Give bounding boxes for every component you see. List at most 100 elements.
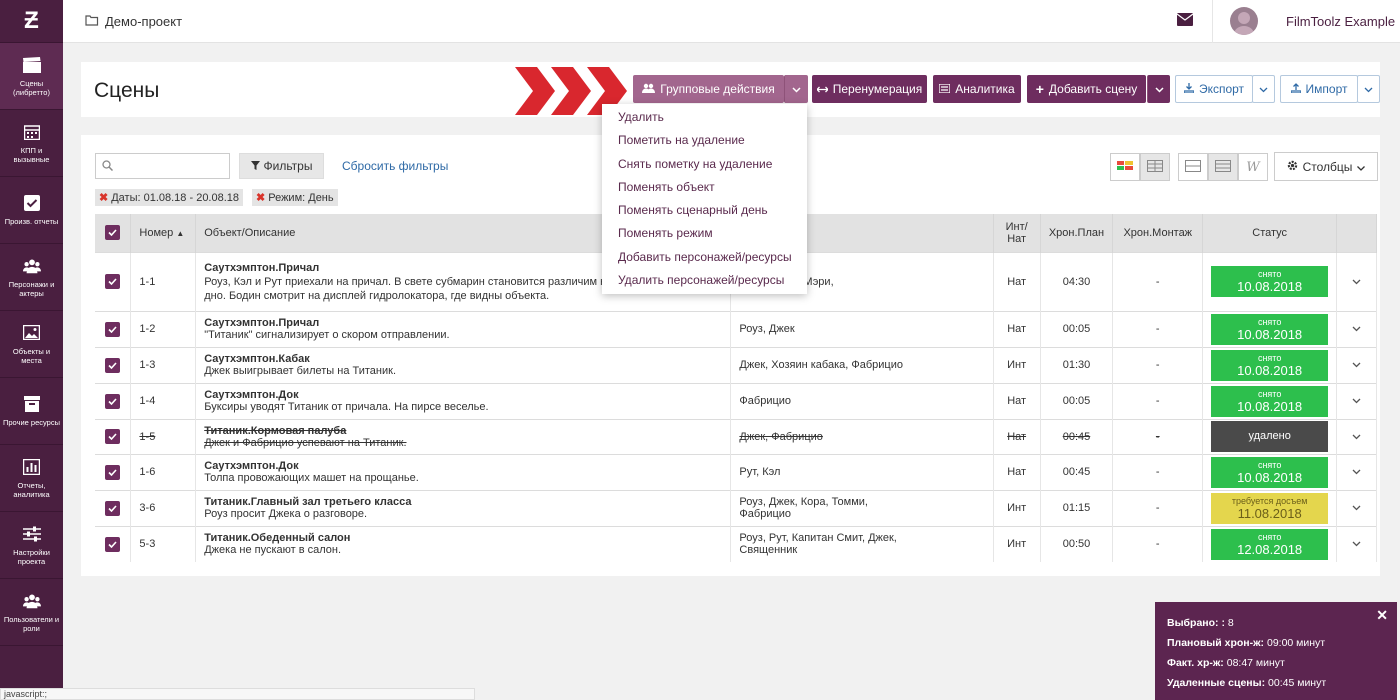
row-checkbox-cell[interactable] <box>95 489 132 526</box>
menu-item[interactable]: Удалить персонажей/ресурсы <box>618 273 785 288</box>
reset-filters-link[interactable]: Сбросить фильтры <box>342 159 449 173</box>
row-checkbox[interactable] <box>105 500 121 516</box>
scene-description[interactable]: Титаник.Главный зал третьего класса Роуз … <box>195 489 732 526</box>
list-view-button[interactable] <box>1208 153 1238 181</box>
group-actions-toggle[interactable] <box>784 75 808 103</box>
word-export-button[interactable]: W <box>1238 153 1268 181</box>
menu-item[interactable]: Поменять режим <box>618 226 713 241</box>
status-badge[interactable]: удалено <box>1211 421 1329 452</box>
search-input[interactable] <box>95 153 230 179</box>
filter-chip-mode[interactable]: ✖ Режим: День <box>252 189 338 206</box>
menu-item[interactable]: Поменять объект <box>618 179 715 194</box>
chevron-down-icon[interactable] <box>1352 502 1361 514</box>
header-int-nat[interactable]: Инт/Нат <box>993 214 1041 252</box>
filters-button[interactable]: Фильтры <box>239 153 324 179</box>
sidebar-item-4[interactable]: Объекты и места <box>0 311 63 378</box>
chevron-down-icon[interactable] <box>1352 323 1361 335</box>
status-badge[interactable]: требуется досъем 11.08.2018 <box>1211 492 1329 524</box>
export-button[interactable]: Экспорт <box>1175 75 1253 103</box>
sidebar-item-1[interactable]: КПП и вызывные <box>0 110 63 177</box>
color-view-button[interactable] <box>1110 153 1140 181</box>
add-scene-button[interactable]: + Добавить сцену <box>1027 75 1146 103</box>
table-row[interactable]: 3-6 Титаник.Главный зал третьего класса Ро… <box>95 489 1377 526</box>
breadcrumb[interactable]: Демо-проект <box>85 14 182 29</box>
menu-item[interactable]: Пометить на удаление <box>618 133 745 148</box>
user-name[interactable]: FilmToolz Example <box>1286 14 1396 29</box>
row-checkbox-cell[interactable] <box>95 382 132 419</box>
header-status[interactable]: Статус <box>1202 214 1338 252</box>
status-badge[interactable]: снято 12.08.2018 <box>1211 528 1329 560</box>
table-row[interactable]: 1-4 Саутхэмптон.Док Буксиры уводят Титаник… <box>95 382 1377 419</box>
menu-item[interactable]: Снять пометку на удаление <box>618 156 773 171</box>
row-checkbox[interactable] <box>105 536 121 552</box>
renumber-button[interactable]: Перенумерация <box>812 75 927 103</box>
row-checkbox[interactable] <box>105 429 121 444</box>
row-expand[interactable] <box>1336 346 1377 383</box>
table-row[interactable]: 1-5 Титаник.Кормовая палуба Джек и Фабрици… <box>95 418 1377 454</box>
status-badge[interactable]: снято 10.08.2018 <box>1211 385 1329 417</box>
header-chron-montage[interactable]: Хрон.Монтаж <box>1112 214 1204 252</box>
chevron-down-icon[interactable] <box>1352 395 1361 407</box>
import-toggle[interactable] <box>1357 75 1380 103</box>
import-button[interactable]: Импорт <box>1280 75 1358 103</box>
menu-item[interactable]: Удалить <box>618 110 664 124</box>
row-expand[interactable] <box>1336 418 1377 454</box>
scene-description[interactable]: Титаник.Обеденный салон Джека не пускают … <box>195 525 732 562</box>
filter-chip-dates[interactable]: ✖ Даты: 01.08.18 - 20.08.18 <box>95 189 244 206</box>
scene-description[interactable]: Титаник.Кормовая палуба Джек и Фабрицио у… <box>195 418 732 454</box>
scene-description[interactable]: Саутхэмптон.Док Толпа провожающих машет н… <box>195 453 732 490</box>
row-checkbox-cell[interactable] <box>95 251 132 311</box>
app-logo[interactable]: Ƶ <box>0 0 63 43</box>
export-toggle[interactable] <box>1252 75 1275 103</box>
chevron-down-icon[interactable] <box>1352 538 1361 550</box>
status-badge[interactable]: снято 10.08.2018 <box>1211 456 1329 488</box>
row-checkbox-cell[interactable] <box>95 346 132 383</box>
table-row[interactable]: 1-6 Саутхэмптон.Док Толпа провожающих маше… <box>95 453 1377 490</box>
row-checkbox[interactable] <box>105 321 121 337</box>
add-scene-toggle[interactable] <box>1147 75 1170 103</box>
row-checkbox[interactable] <box>105 393 121 409</box>
scene-description[interactable]: Саутхэмптон.Причал "Титаник" сигнализируе… <box>195 310 732 347</box>
header-number[interactable]: Номер ▲ <box>130 214 197 252</box>
row-checkbox[interactable] <box>105 464 121 480</box>
status-badge[interactable]: снято 10.08.2018 <box>1211 349 1329 381</box>
remove-icon[interactable]: ✖ <box>256 192 266 204</box>
table-row[interactable]: 1-3 Саутхэмптон.Кабак Джек выигрывает биле… <box>95 346 1377 383</box>
chevron-down-icon[interactable] <box>1352 466 1361 478</box>
row-expand[interactable] <box>1336 453 1377 490</box>
row-checkbox-cell[interactable] <box>95 453 132 490</box>
scene-description[interactable]: Саутхэмптон.Док Буксиры уводят Титаник от… <box>195 382 732 419</box>
row-checkbox-cell[interactable] <box>95 310 132 347</box>
chevron-down-icon[interactable] <box>1352 359 1361 371</box>
chevron-down-icon[interactable] <box>1352 276 1361 288</box>
row-checkbox[interactable] <box>105 274 121 289</box>
close-icon[interactable]: ✕ <box>1376 607 1388 623</box>
row-expand[interactable] <box>1336 310 1377 347</box>
sidebar-item-5[interactable]: Прочие ресурсы <box>0 378 63 445</box>
row-expand[interactable] <box>1336 489 1377 526</box>
row-checkbox-cell[interactable] <box>95 525 132 562</box>
sidebar-item-0[interactable]: Сцены (либретто) <box>0 43 63 110</box>
menu-item[interactable]: Поменять сценарный день <box>618 203 768 218</box>
row-expand[interactable] <box>1336 382 1377 419</box>
analytics-button[interactable]: Аналитика <box>933 75 1021 103</box>
sidebar-item-6[interactable]: Отчеты, аналитика <box>0 445 63 512</box>
sidebar-item-3[interactable]: Персонажи и актеры <box>0 244 63 311</box>
remove-icon[interactable]: ✖ <box>99 192 109 204</box>
table-view-button[interactable] <box>1140 153 1170 181</box>
menu-item[interactable]: Добавить персонажей/ресурсы <box>618 249 792 264</box>
group-actions-button[interactable]: Групповые действия <box>633 75 784 103</box>
row-expand[interactable] <box>1336 251 1377 311</box>
header-chron-plan[interactable]: Хрон.План <box>1040 214 1114 252</box>
select-all-checkbox[interactable] <box>95 214 132 252</box>
row-checkbox-cell[interactable] <box>95 418 132 454</box>
sidebar-item-7[interactable]: Настройки проекта <box>0 512 63 579</box>
mail-icon[interactable] <box>1176 13 1194 29</box>
compact-view-button[interactable] <box>1178 153 1208 181</box>
row-checkbox[interactable] <box>105 357 121 373</box>
status-badge[interactable]: снято 10.08.2018 <box>1211 266 1329 297</box>
scene-description[interactable]: Саутхэмптон.Кабак Джек выигрывает билеты … <box>195 346 732 383</box>
table-row[interactable]: 1-2 Саутхэмптон.Причал "Титаник" сигнализи… <box>95 310 1377 347</box>
status-badge[interactable]: снято 10.08.2018 <box>1211 313 1329 345</box>
avatar[interactable] <box>1230 7 1258 35</box>
